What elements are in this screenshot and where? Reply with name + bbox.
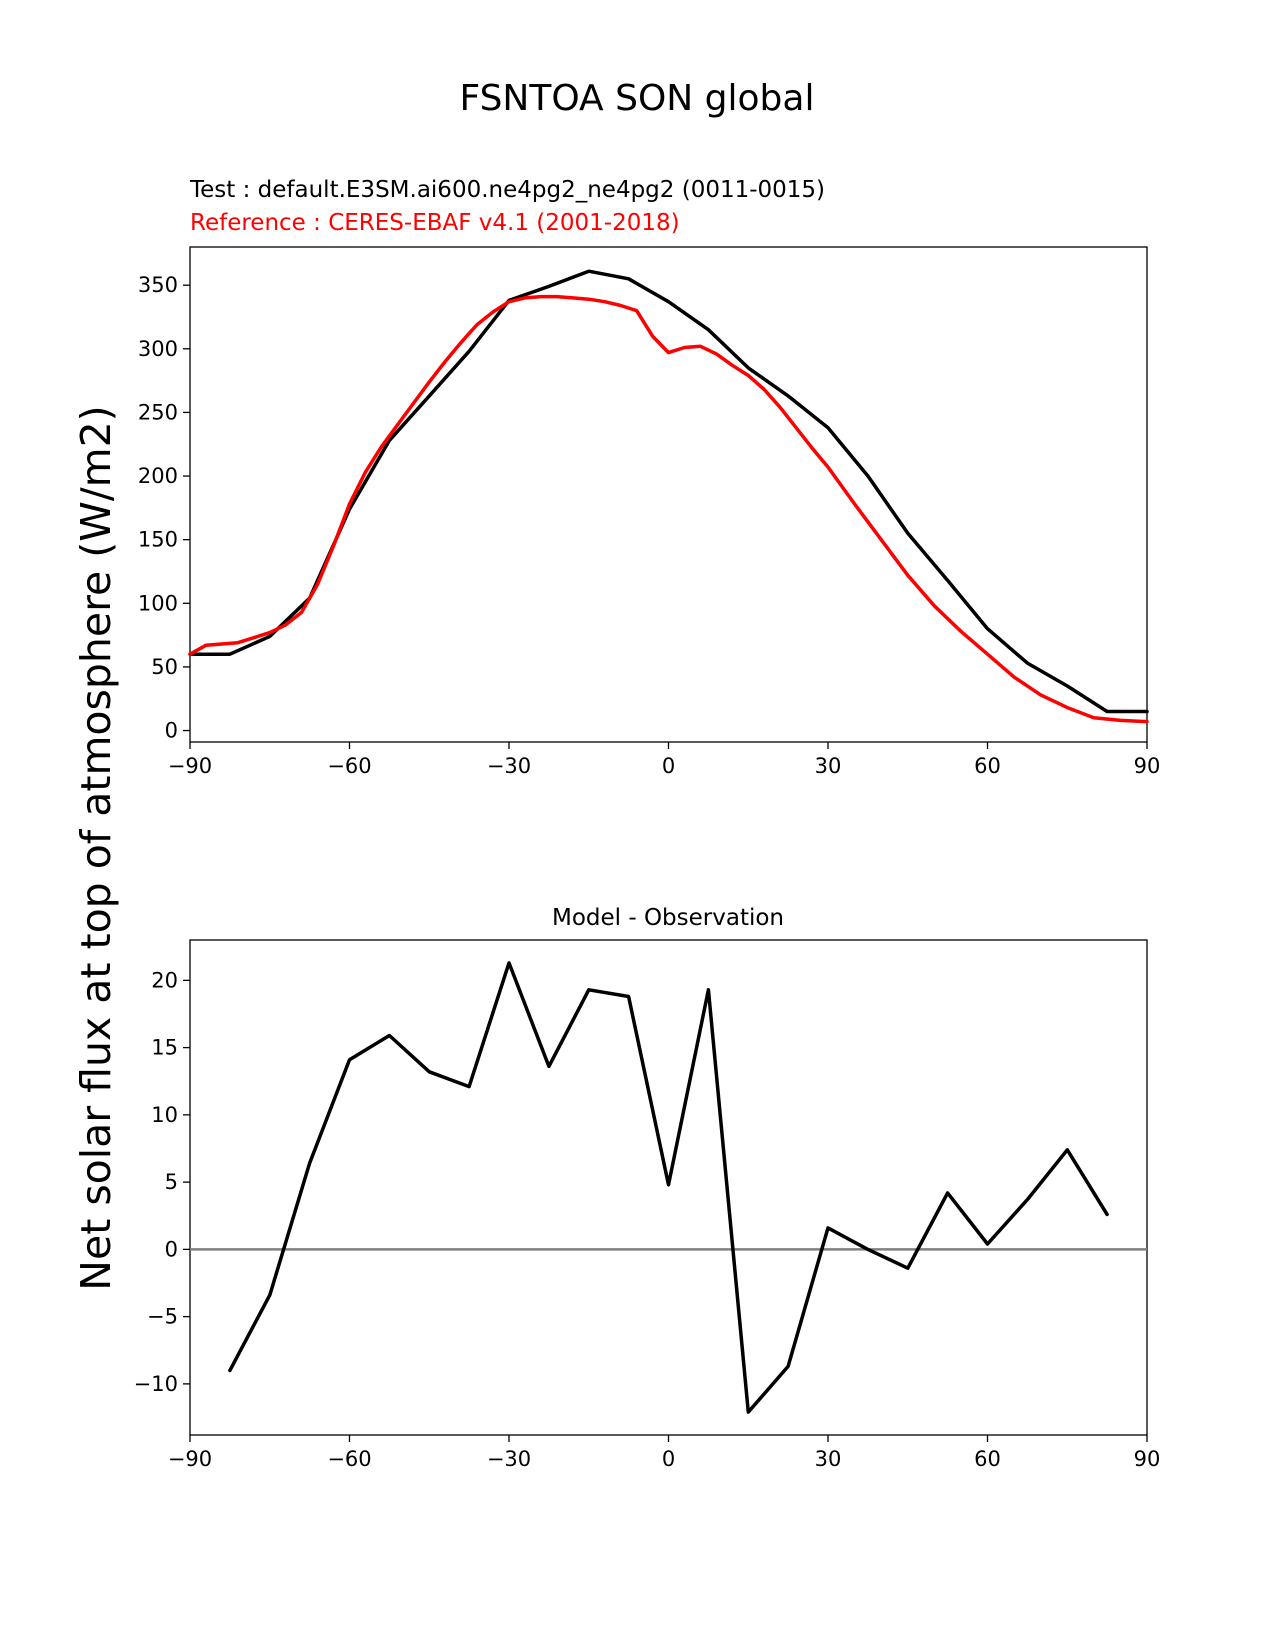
x-tick-label: 90: [1134, 754, 1161, 778]
x-tick-label: −90: [168, 754, 212, 778]
bottom-plot: −90 −60 −30 0 30 60 90 −10 −5 0 5 10 15 20: [134, 939, 1161, 1471]
x-tick-label: 0: [662, 754, 675, 778]
y-tick-label: 50: [151, 655, 178, 679]
x-tick-label: −60: [327, 754, 371, 778]
figure-title: FSNTOA SON global: [460, 78, 815, 119]
x-tick-label: −30: [487, 1447, 531, 1471]
y-tick-label: 0: [165, 719, 178, 743]
y-tick-label: 150: [138, 528, 178, 552]
y-tick-label: 100: [138, 591, 178, 615]
difference-series-line: [228, 961, 1109, 1414]
x-tick-label: 60: [974, 1447, 1001, 1471]
x-tick-label: 30: [815, 1447, 842, 1471]
x-tick-label: 60: [974, 754, 1001, 778]
test-label: Test : default.E3SM.ai600.ne4pg2_ne4pg2 …: [189, 177, 825, 203]
y-tick-label: 10: [151, 1103, 178, 1127]
x-tick-label: 30: [815, 754, 842, 778]
reference-series-line: [188, 294, 1149, 724]
x-tick-label: 90: [1134, 1447, 1161, 1471]
reference-label: Reference : CERES-EBAF v4.1 (2001-2018): [190, 210, 680, 236]
y-tick-label: 20: [151, 968, 178, 992]
top-plot: −90 −60 −30 0 30 60 90 0 50 100 150 200 250 300 350: [138, 246, 1161, 778]
x-tick-label: −60: [327, 1447, 371, 1471]
y-tick-label: −5: [147, 1305, 178, 1329]
y-tick-label: 300: [138, 337, 178, 361]
x-tick-label: −90: [168, 1447, 212, 1471]
y-tick-label: 15: [151, 1036, 178, 1060]
x-tick-label: −30: [487, 754, 531, 778]
y-tick-label: 5: [165, 1170, 178, 1194]
y-tick-label: 200: [138, 464, 178, 488]
y-tick-label: 350: [138, 273, 178, 297]
x-tick-label: 0: [662, 1447, 675, 1471]
test-series-line: [188, 269, 1149, 714]
y-tick-label: 0: [165, 1237, 178, 1261]
y-axis-label: Net solar flux at top of atmosphere (W/m…: [72, 405, 120, 1290]
y-tick-label: 250: [138, 400, 178, 424]
bottom-plot-frame: [189, 939, 1148, 1436]
bottom-plot-title: Model - Observation: [552, 905, 784, 931]
y-tick-label: −10: [134, 1372, 178, 1396]
